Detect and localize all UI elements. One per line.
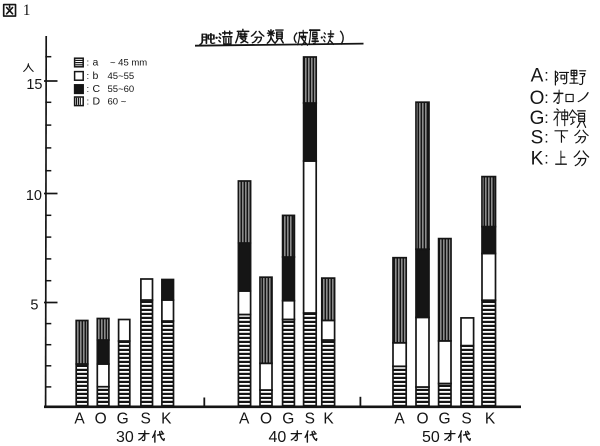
- svg-text:K: K: [161, 411, 172, 428]
- svg-text:a: a: [93, 57, 99, 69]
- svg-text:A: A: [239, 411, 250, 428]
- svg-text::: :: [87, 71, 90, 82]
- svg-text:S: S: [531, 127, 544, 148]
- svg-text::: :: [87, 96, 90, 107]
- svg-text:A: A: [74, 411, 85, 428]
- svg-text:G: G: [438, 411, 450, 428]
- svg-text:D: D: [93, 95, 101, 107]
- svg-text:O: O: [95, 411, 107, 428]
- svg-text:b: b: [93, 70, 99, 82]
- svg-text:K: K: [531, 148, 544, 169]
- svg-text:15: 15: [26, 77, 42, 93]
- svg-text:S: S: [141, 411, 151, 428]
- svg-text:S: S: [305, 411, 315, 428]
- svg-text::: :: [544, 150, 548, 167]
- svg-text::: :: [544, 68, 548, 85]
- svg-text:~ 45 mm: ~ 45 mm: [110, 58, 147, 69]
- svg-text:O: O: [530, 88, 545, 109]
- svg-text:30: 30: [116, 429, 134, 446]
- svg-text:C: C: [93, 83, 101, 95]
- svg-text::: :: [544, 129, 548, 146]
- svg-text:G: G: [282, 411, 294, 428]
- svg-text:5: 5: [30, 297, 38, 313]
- svg-text:A: A: [394, 411, 405, 428]
- svg-text::: :: [87, 58, 90, 69]
- svg-text:10: 10: [26, 188, 42, 204]
- svg-text:O: O: [416, 411, 428, 428]
- svg-text:K: K: [485, 411, 496, 428]
- svg-text:K: K: [323, 411, 334, 428]
- svg-text:A: A: [531, 66, 544, 87]
- svg-text:50: 50: [422, 429, 440, 446]
- svg-text:45~55: 45~55: [108, 71, 135, 82]
- svg-text::: :: [544, 90, 548, 107]
- svg-text:60 ~: 60 ~: [108, 96, 127, 107]
- svg-text:G: G: [117, 411, 129, 428]
- svg-text:S: S: [461, 411, 471, 428]
- svg-text:1: 1: [23, 2, 31, 19]
- svg-text::: :: [87, 84, 90, 95]
- svg-text:40: 40: [269, 429, 287, 446]
- svg-text:55~60: 55~60: [108, 84, 135, 95]
- svg-text::: :: [544, 110, 548, 127]
- svg-text:G: G: [530, 108, 545, 129]
- svg-text:O: O: [260, 411, 272, 428]
